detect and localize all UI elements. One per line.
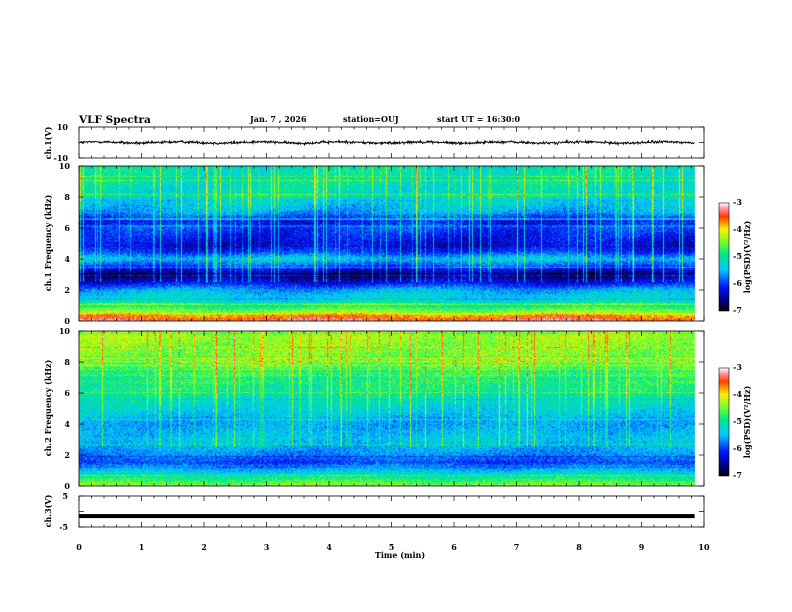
ch2-colorbar: -3 -4 -5 -6 -7 log(PSD)(V²/Hz) (718, 362, 752, 480)
ch1-colorbar-tick-m4: -4 (733, 224, 742, 234)
ch2-colorbar-tick-m4: -4 (733, 389, 742, 399)
date-label: Jan. 7 , 2026 (249, 114, 307, 124)
ch2-spectrogram-ylabel: ch.2 Frequency (kHz) (43, 360, 53, 457)
time-tick-10: 10 (698, 542, 710, 552)
ch3-waveform-frame (78, 495, 705, 528)
ch2-freq-tick-6: 6 (64, 388, 70, 398)
ch2-freq-tick-8: 8 (64, 357, 70, 367)
ch2-colorbar-frame (718, 367, 730, 477)
ch1-waveform-panel: 10 -10 ch.1(V) (43, 122, 705, 163)
ch3-ytick-top: 5 (62, 491, 68, 501)
time-tick-4: 4 (326, 542, 332, 552)
ch1-colorbar-tick-m3: -3 (733, 197, 742, 207)
time-axis-label: Time (min) (375, 550, 425, 560)
ch2-freq-tick-10: 10 (59, 326, 71, 336)
figure-title: VLF Spectra (78, 114, 151, 126)
ch1-freq-tick-2: 2 (64, 285, 70, 295)
ch2-colorbar-label: log(PSD)(V²/Hz) (742, 386, 752, 459)
ch1-colorbar-tick-m7: -7 (733, 305, 742, 315)
ch3-waveform-ylabel: ch.3(V) (43, 494, 53, 527)
time-axis-ticks: 0 1 2 3 4 5 6 7 8 9 10 (76, 542, 710, 552)
ch1-waveform-ticks (78, 126, 705, 159)
ch1-ytick-top: 10 (57, 122, 69, 132)
ch2-spectrogram-image (79, 331, 704, 486)
start-ut-label: start UT = 16:30:0 (437, 114, 520, 124)
ch2-colorbar-tick-m5: -5 (733, 416, 742, 426)
ch1-freq-tick-0: 0 (64, 316, 70, 326)
ch3-ytick-bottom: -5 (59, 522, 68, 532)
time-tick-9: 9 (639, 542, 645, 552)
ch2-colorbar-tick-m6: -6 (733, 443, 742, 453)
ch2-colorbar-gradient (719, 368, 729, 476)
ch1-freq-tick-8: 8 (64, 192, 70, 202)
ch2-colorbar-tick-m7: -7 (733, 470, 742, 480)
time-tick-2: 2 (201, 542, 207, 552)
ch3-waveform-panel: 5 -5 ch.3(V) (43, 491, 705, 532)
ch1-spectrogram-image (79, 166, 704, 321)
ch1-spectrogram-ticks (78, 165, 705, 322)
ch1-colorbar-tick-m6: -6 (733, 278, 742, 288)
ch1-colorbar-label: log(PSD)(V²/Hz) (742, 221, 752, 294)
ch2-colorbar-tick-m3: -3 (733, 362, 742, 372)
ch2-spectrogram-panel: 0 2 4 6 8 10 ch.2 Frequency (kHz) (43, 326, 705, 491)
time-tick-7: 7 (514, 542, 520, 552)
ch1-waveform-trace (78, 138, 695, 147)
ch1-colorbar-tick-m5: -5 (733, 251, 742, 261)
ch1-freq-tick-10: 10 (59, 161, 71, 171)
ch1-ytick-bottom: -10 (54, 153, 69, 163)
time-tick-0: 0 (76, 542, 82, 552)
ch3-waveform-trace (79, 514, 695, 519)
time-tick-1: 1 (139, 542, 145, 552)
ch1-colorbar-gradient (719, 203, 729, 311)
ch3-waveform-ticks (78, 495, 705, 528)
ch1-spectrogram-panel: 0 2 4 6 8 10 ch.1 Frequency (kHz) (43, 161, 705, 326)
ch1-freq-tick-4: 4 (64, 254, 70, 264)
ch1-spectrogram-ylabel: ch.1 Frequency (kHz) (43, 195, 53, 292)
ch1-freq-tick-6: 6 (64, 223, 70, 233)
ch2-freq-tick-0: 0 (64, 481, 70, 491)
time-tick-3: 3 (264, 542, 270, 552)
ch1-colorbar: -3 -4 -5 -6 -7 log(PSD)(V²/Hz) (718, 197, 752, 315)
ch1-colorbar-frame (718, 202, 730, 312)
ch2-freq-tick-4: 4 (64, 419, 70, 429)
station-label: station=OUJ (343, 114, 399, 124)
ch1-waveform-ylabel: ch.1(V) (43, 126, 53, 159)
ch2-freq-tick-2: 2 (64, 450, 70, 460)
time-tick-8: 8 (576, 542, 582, 552)
time-tick-5: 5 (389, 542, 395, 552)
ch2-spectrogram-ticks (78, 330, 705, 487)
time-tick-6: 6 (451, 542, 457, 552)
